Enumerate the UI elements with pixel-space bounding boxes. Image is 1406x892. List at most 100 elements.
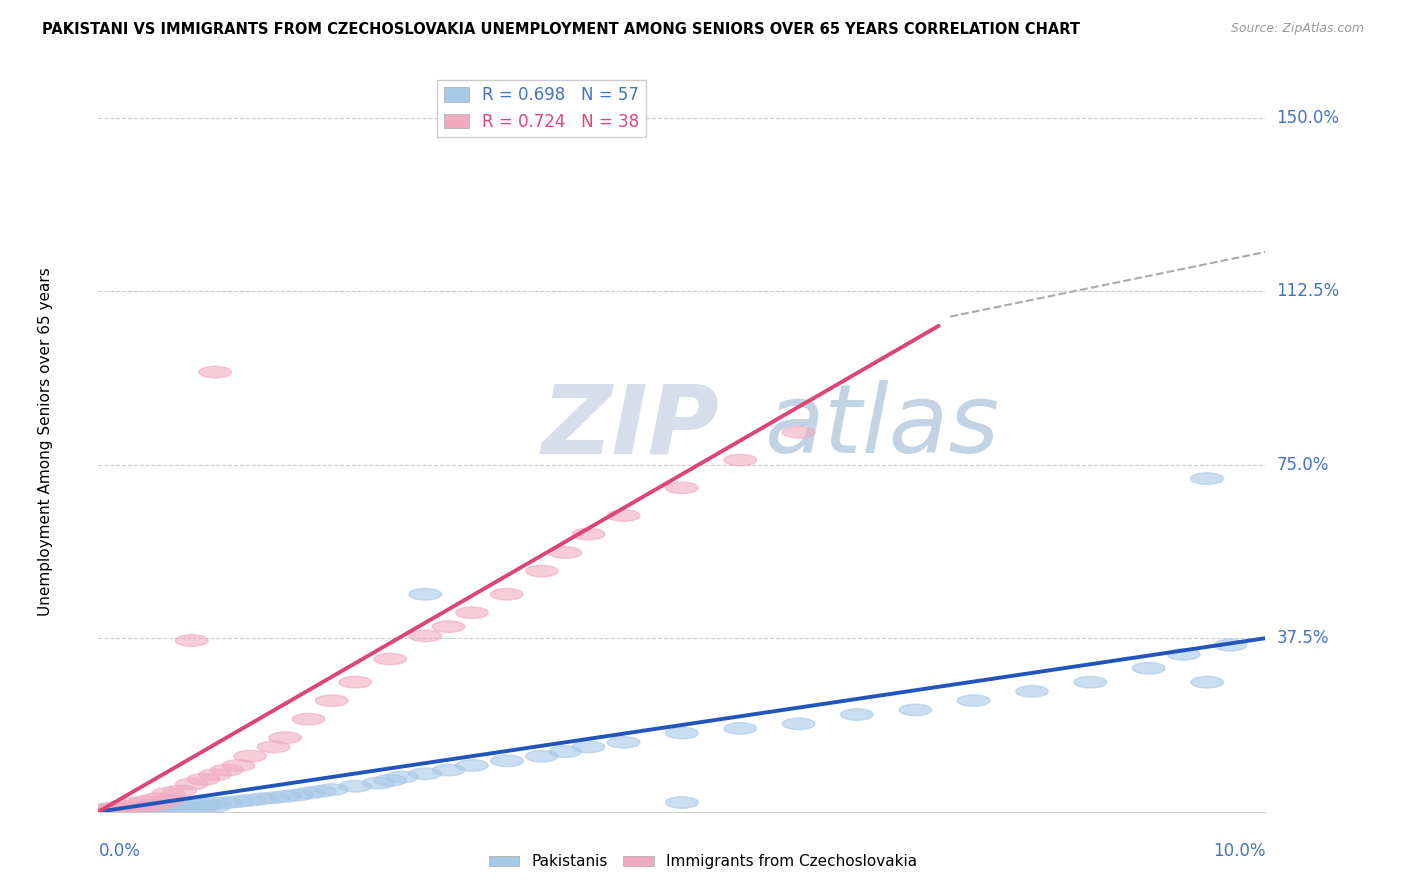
- Text: 150.0%: 150.0%: [1277, 109, 1340, 127]
- Ellipse shape: [94, 805, 127, 816]
- Ellipse shape: [374, 653, 406, 665]
- Ellipse shape: [1167, 648, 1201, 660]
- Ellipse shape: [409, 630, 441, 641]
- Ellipse shape: [117, 797, 150, 809]
- Ellipse shape: [841, 709, 873, 721]
- Ellipse shape: [176, 798, 208, 810]
- Ellipse shape: [176, 778, 208, 789]
- Ellipse shape: [94, 803, 127, 814]
- Ellipse shape: [548, 746, 582, 757]
- Ellipse shape: [432, 764, 465, 776]
- Ellipse shape: [187, 798, 219, 810]
- Ellipse shape: [105, 800, 138, 812]
- Ellipse shape: [141, 800, 173, 812]
- Ellipse shape: [269, 732, 301, 743]
- Ellipse shape: [198, 367, 232, 378]
- Ellipse shape: [129, 796, 162, 807]
- Ellipse shape: [280, 789, 314, 801]
- Ellipse shape: [176, 635, 208, 647]
- Text: atlas: atlas: [763, 380, 998, 474]
- Ellipse shape: [409, 589, 441, 600]
- Ellipse shape: [198, 797, 232, 809]
- Ellipse shape: [1191, 676, 1223, 688]
- Ellipse shape: [315, 784, 349, 796]
- Ellipse shape: [117, 804, 150, 815]
- Ellipse shape: [432, 621, 465, 632]
- Text: 112.5%: 112.5%: [1277, 282, 1340, 300]
- Ellipse shape: [222, 760, 254, 772]
- Ellipse shape: [141, 793, 173, 805]
- Text: 0.0%: 0.0%: [98, 842, 141, 860]
- Ellipse shape: [163, 785, 197, 797]
- Ellipse shape: [526, 566, 558, 577]
- Ellipse shape: [1074, 676, 1107, 688]
- Ellipse shape: [724, 454, 756, 466]
- Ellipse shape: [456, 607, 488, 618]
- Ellipse shape: [526, 750, 558, 762]
- Ellipse shape: [105, 804, 138, 815]
- Ellipse shape: [141, 803, 173, 814]
- Ellipse shape: [233, 795, 267, 806]
- Ellipse shape: [269, 790, 301, 802]
- Ellipse shape: [176, 801, 208, 813]
- Ellipse shape: [152, 800, 184, 812]
- Ellipse shape: [363, 777, 395, 789]
- Ellipse shape: [1213, 640, 1247, 651]
- Ellipse shape: [187, 773, 219, 785]
- Ellipse shape: [129, 803, 162, 814]
- Ellipse shape: [246, 793, 278, 805]
- Ellipse shape: [117, 802, 150, 814]
- Ellipse shape: [163, 802, 197, 814]
- Ellipse shape: [374, 774, 406, 786]
- Ellipse shape: [105, 802, 138, 814]
- Ellipse shape: [898, 704, 932, 715]
- Ellipse shape: [409, 768, 441, 780]
- Ellipse shape: [385, 772, 418, 783]
- Ellipse shape: [724, 723, 756, 734]
- Ellipse shape: [548, 547, 582, 558]
- Ellipse shape: [491, 589, 523, 600]
- Ellipse shape: [94, 803, 127, 814]
- Ellipse shape: [129, 801, 162, 813]
- Ellipse shape: [152, 788, 184, 799]
- Text: Unemployment Among Seniors over 65 years: Unemployment Among Seniors over 65 years: [38, 268, 53, 615]
- Text: 10.0%: 10.0%: [1213, 842, 1265, 860]
- Ellipse shape: [105, 804, 138, 815]
- Ellipse shape: [292, 714, 325, 725]
- Ellipse shape: [129, 801, 162, 813]
- Ellipse shape: [257, 741, 290, 753]
- Ellipse shape: [607, 737, 640, 748]
- Text: PAKISTANI VS IMMIGRANTS FROM CZECHOSLOVAKIA UNEMPLOYMENT AMONG SENIORS OVER 65 Y: PAKISTANI VS IMMIGRANTS FROM CZECHOSLOVA…: [42, 22, 1080, 37]
- Ellipse shape: [339, 780, 371, 792]
- Ellipse shape: [1015, 686, 1049, 698]
- Ellipse shape: [572, 528, 605, 540]
- Ellipse shape: [315, 695, 349, 706]
- Ellipse shape: [211, 764, 243, 776]
- Text: ZIP: ZIP: [541, 380, 720, 474]
- Ellipse shape: [1191, 473, 1223, 484]
- Ellipse shape: [152, 795, 184, 806]
- Ellipse shape: [198, 800, 232, 812]
- Ellipse shape: [187, 801, 219, 813]
- Ellipse shape: [665, 482, 699, 493]
- Ellipse shape: [665, 727, 699, 739]
- Ellipse shape: [782, 718, 815, 730]
- Ellipse shape: [117, 802, 150, 814]
- Ellipse shape: [665, 797, 699, 808]
- Ellipse shape: [607, 510, 640, 521]
- Ellipse shape: [292, 788, 325, 799]
- Ellipse shape: [491, 755, 523, 766]
- Ellipse shape: [782, 426, 815, 438]
- Ellipse shape: [339, 676, 371, 688]
- Ellipse shape: [222, 796, 254, 807]
- Ellipse shape: [304, 786, 336, 797]
- Text: 37.5%: 37.5%: [1277, 629, 1329, 648]
- Ellipse shape: [198, 769, 232, 780]
- Ellipse shape: [141, 799, 173, 811]
- Ellipse shape: [152, 802, 184, 814]
- Legend: R = 0.698   N = 57, R = 0.724   N = 38: R = 0.698 N = 57, R = 0.724 N = 38: [437, 79, 647, 137]
- Ellipse shape: [163, 799, 197, 811]
- Ellipse shape: [257, 792, 290, 804]
- Ellipse shape: [211, 797, 243, 808]
- Ellipse shape: [1132, 663, 1166, 674]
